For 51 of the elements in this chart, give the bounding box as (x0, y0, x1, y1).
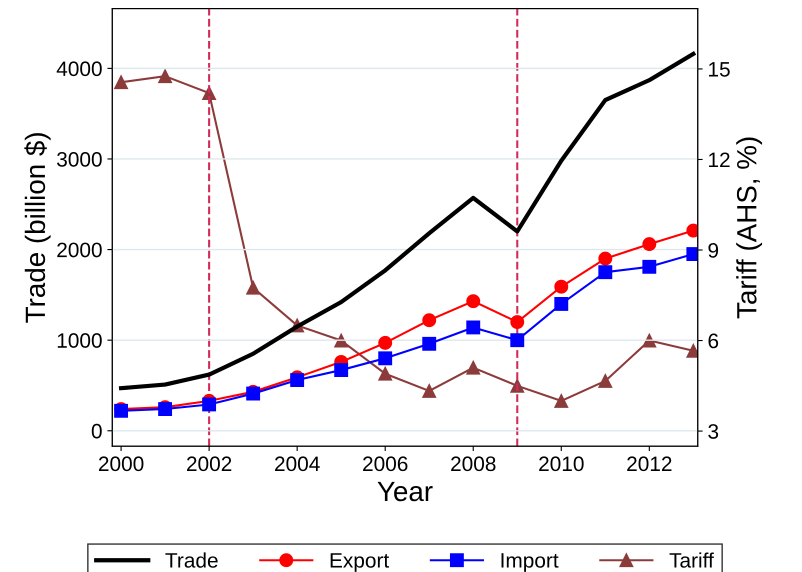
point (598, 265, 612, 280)
y2-tick-label: 9 (708, 243, 718, 258)
x-axis-title: Year (378, 482, 433, 502)
y2-tick-label: 12 (709, 152, 730, 168)
point (510, 315, 524, 329)
point (466, 294, 480, 308)
y-tick-label: 1000 (58, 333, 102, 348)
point (466, 360, 480, 375)
point (554, 296, 568, 311)
point (642, 260, 656, 274)
y-tick-label: 4000 (56, 61, 102, 76)
point (290, 373, 304, 387)
legend-label: Trade (165, 552, 218, 568)
point (598, 374, 612, 388)
legend-label: Tariff (670, 552, 714, 568)
point (422, 336, 436, 351)
x-tick-label: 2008 (451, 456, 496, 472)
point (422, 313, 436, 328)
point (378, 351, 392, 366)
legend-label: Import (502, 553, 558, 572)
point (598, 252, 612, 266)
point (158, 69, 172, 84)
point (554, 280, 568, 294)
y2-tick-label: 15 (709, 62, 730, 77)
point (378, 336, 392, 350)
y2-axis-title: Tariff (AHS, %) (736, 138, 762, 318)
point (642, 334, 656, 348)
y2-tick-label: 6 (708, 334, 718, 348)
y-tick-label: 0 (92, 424, 102, 439)
point (554, 394, 568, 408)
y2-tick-label: 3 (708, 424, 718, 439)
y-axis-title: Trade (billion $) (24, 133, 51, 323)
point (202, 398, 216, 412)
y-tick-label: 2000 (57, 242, 102, 258)
point (422, 384, 436, 398)
point (642, 237, 656, 252)
x-tick-label: 2012 (627, 456, 672, 472)
point (378, 366, 392, 381)
x-tick-label: 2006 (363, 456, 408, 472)
point (246, 280, 260, 295)
point (114, 75, 128, 90)
x-tick-label: 2002 (187, 456, 232, 472)
x-tick-label: 2000 (98, 456, 144, 472)
point (466, 320, 480, 334)
x-tick-label: 2004 (275, 456, 320, 472)
point (334, 363, 348, 378)
point (334, 334, 348, 348)
x-tick-label: 2010 (539, 456, 584, 472)
legend-label: Export (330, 553, 390, 572)
point (510, 333, 524, 348)
y-tick-label: 3000 (57, 152, 102, 167)
